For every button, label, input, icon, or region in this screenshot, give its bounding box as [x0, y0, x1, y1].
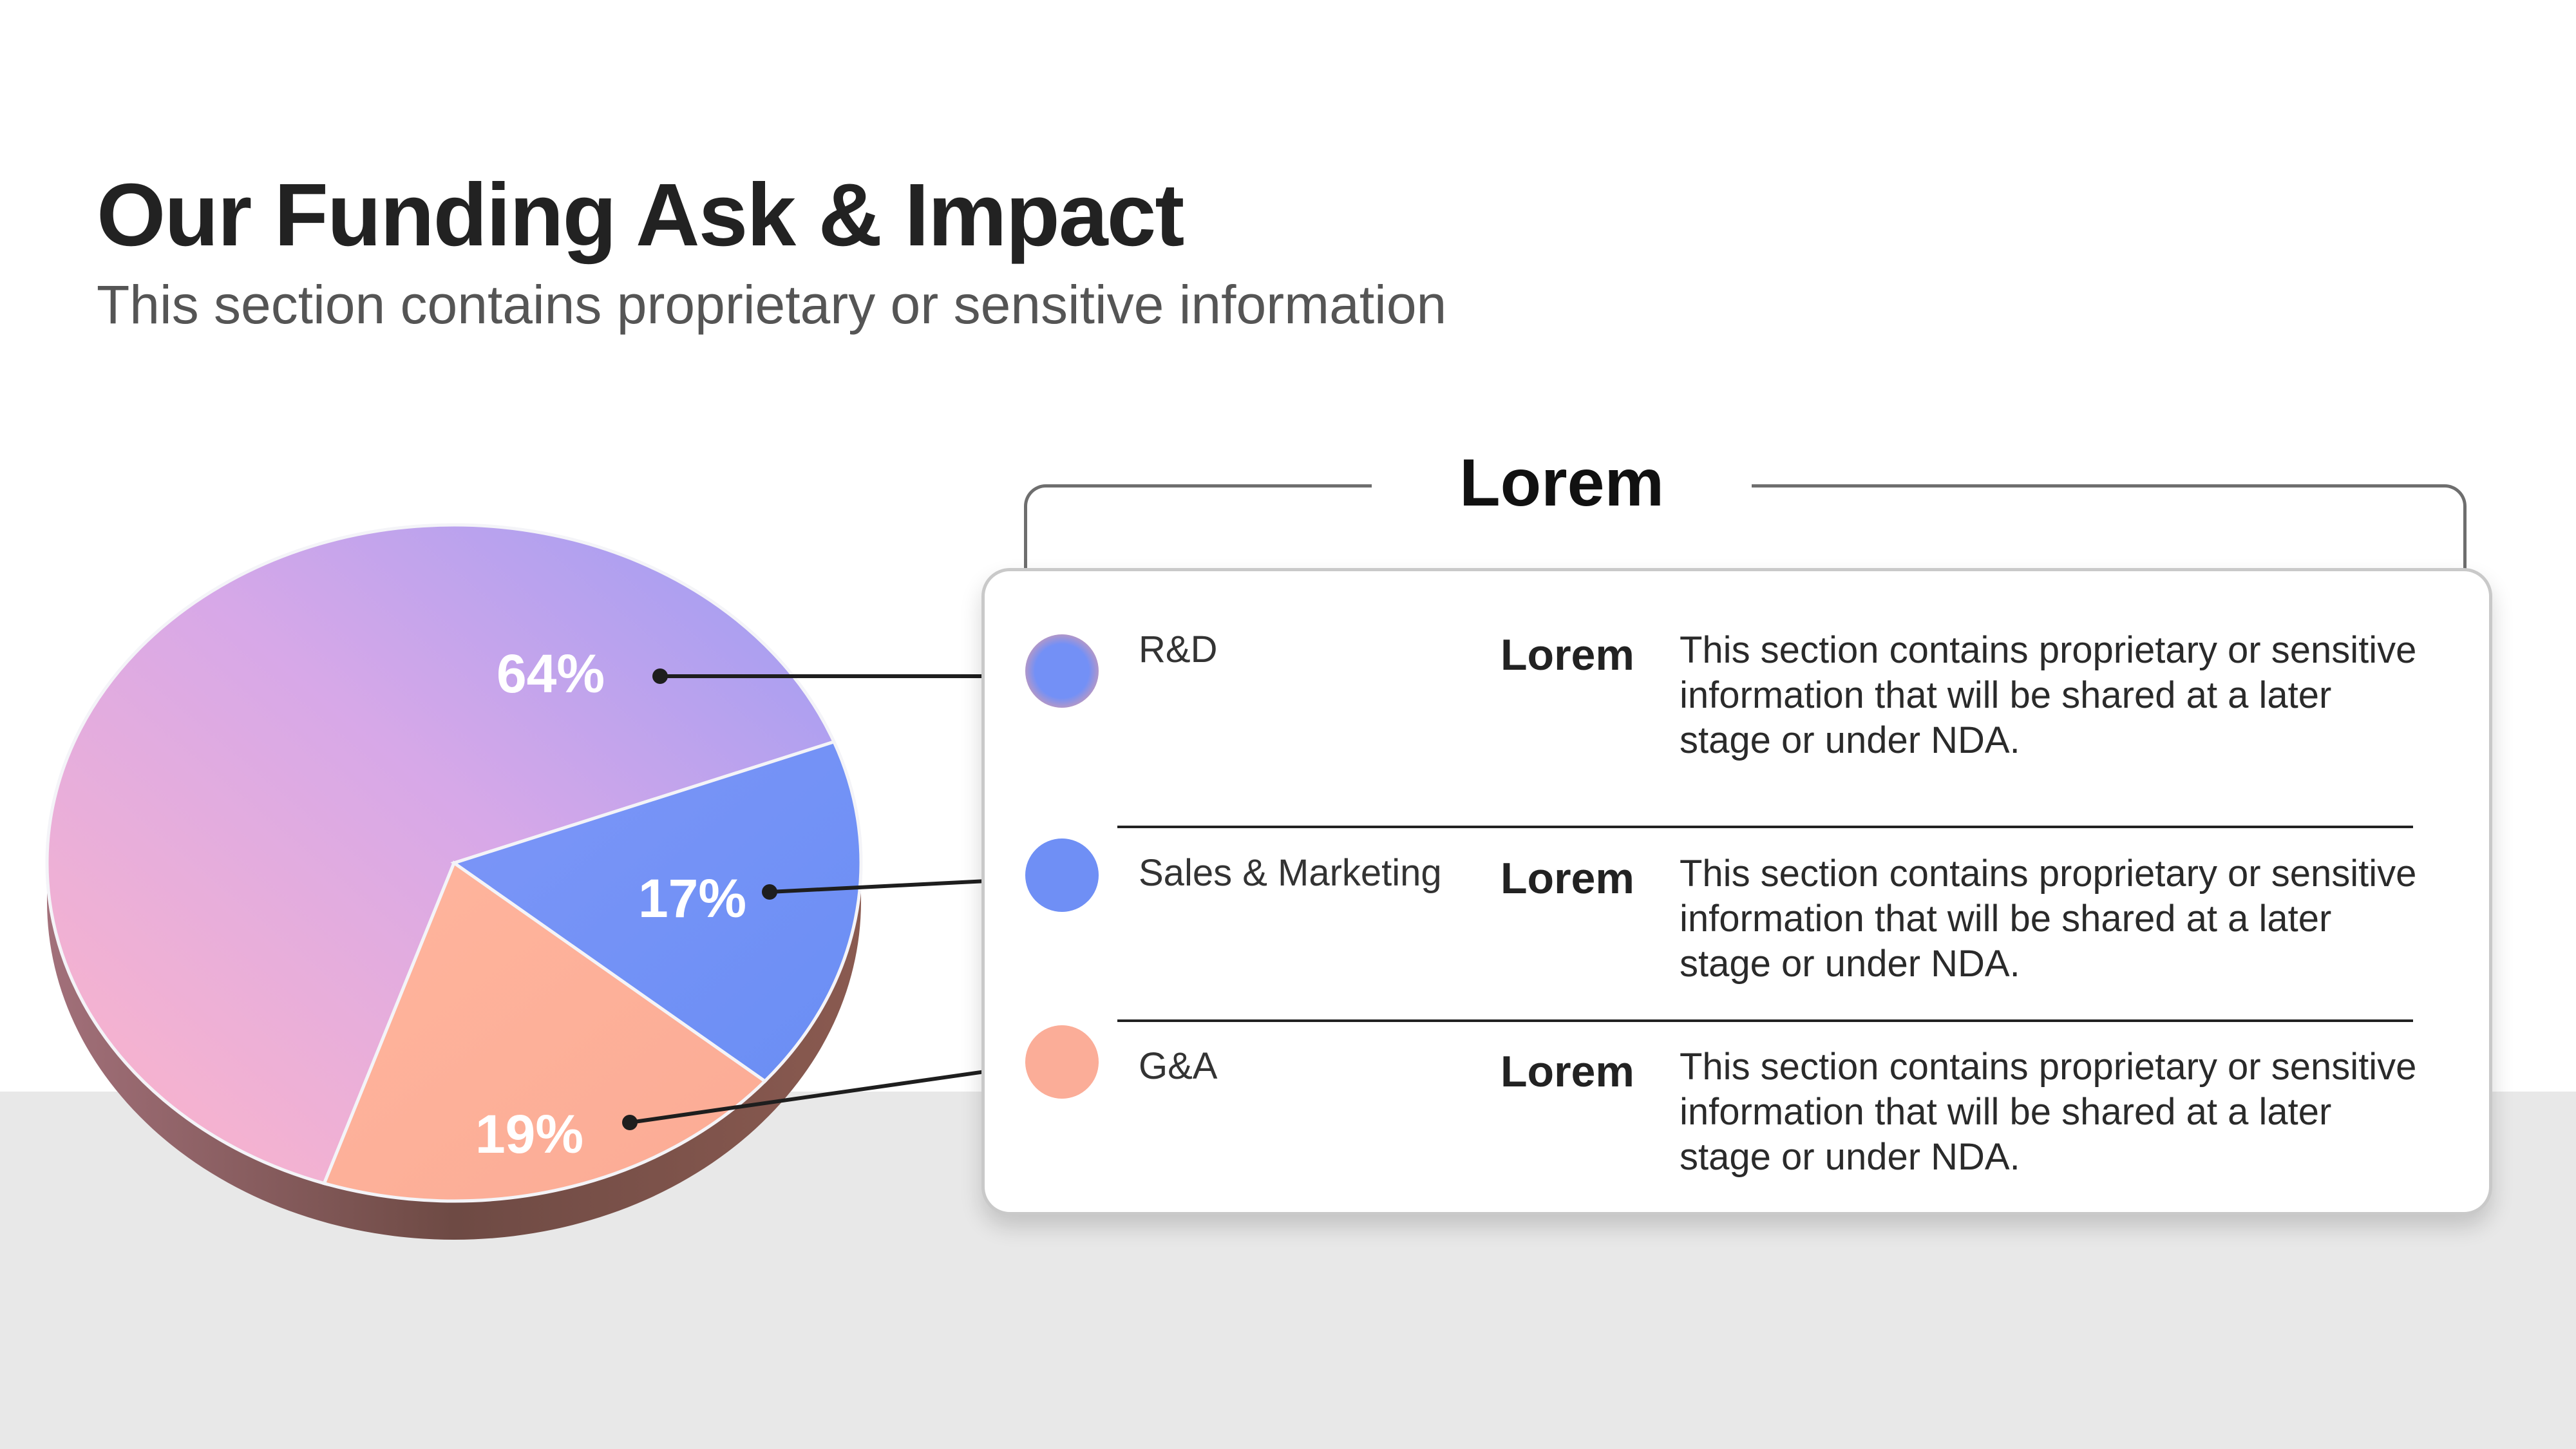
rd-label: R&D — [1139, 629, 1218, 670]
sales-marketing-label: Sales & Marketing — [1139, 852, 1442, 894]
row-divider — [1117, 1019, 2413, 1022]
row-divider — [1117, 826, 2413, 828]
sales-marketing-legend-dot — [1025, 838, 1099, 912]
pie-slice-sales-marketing — [450, 739, 863, 1084]
ga-description: This section contains proprietary or sen… — [1680, 1046, 2417, 1178]
page-title: Our Funding Ask & Impact — [97, 166, 1184, 265]
sales-marketing-description: This section contains proprietary or sen… — [1680, 853, 2417, 985]
ga-value: Lorem — [1501, 1047, 1634, 1096]
breakdown-card — [981, 568, 2492, 1215]
rd-description: This section contains proprietary or sen… — [1680, 629, 2417, 761]
pie-label-sales-marketing: 17% — [638, 868, 746, 929]
page-subtitle: This section contains proprietary or sen… — [97, 274, 1447, 335]
leader-anchor-dot — [622, 1115, 638, 1130]
rd-value: Lorem — [1501, 630, 1634, 679]
pie-label-rd: 64% — [497, 643, 605, 704]
leader-anchor-dot — [762, 884, 777, 900]
sales-marketing-value: Lorem — [1501, 854, 1634, 903]
pie-label-ga: 19% — [475, 1104, 583, 1164]
pie-slice-rd — [45, 523, 837, 1186]
ga-legend-dot — [1025, 1025, 1099, 1099]
leader-line — [629, 1064, 1026, 1124]
rd-legend-dot — [1025, 634, 1099, 708]
ga-label: G&A — [1139, 1045, 1218, 1087]
card-heading: Lorem — [1372, 438, 1752, 528]
pie-slice-ga — [322, 860, 768, 1203]
leader-anchor-dot — [652, 668, 668, 684]
